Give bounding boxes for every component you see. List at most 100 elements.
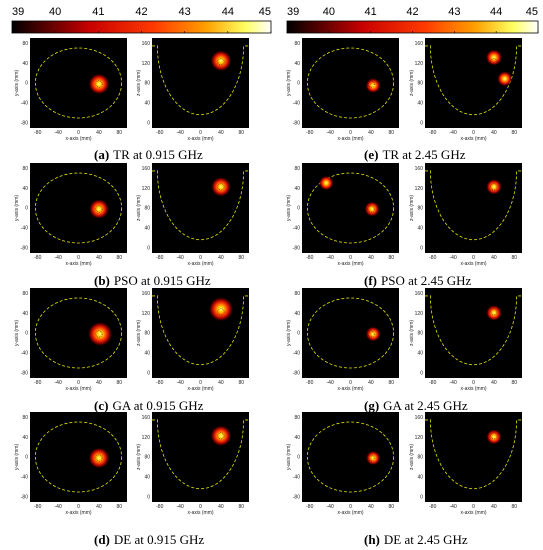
y-tick-label: -80 (21, 245, 28, 251)
y-tick-label: 80 (294, 166, 300, 172)
x-tick-label: 80 (511, 504, 517, 510)
y-tick-label: 40 (22, 311, 28, 317)
colorbar-right-tick-label: 40 (323, 6, 335, 18)
x-tick-label: 0 (349, 255, 352, 261)
xy-plot-background (302, 163, 399, 253)
y-axis-label: y-axis (mm) (286, 70, 292, 96)
y-axis-label: z-axis (mm) (136, 70, 142, 96)
phantom-boundary-xy (306, 47, 395, 119)
colorbar-left-ticks: 39 40 41 42 43 44 45 (11, 6, 272, 33)
x-tick-label: -80 (429, 380, 436, 386)
x-tick-label: 0 (472, 504, 475, 510)
y-tick-label: 160 (415, 166, 424, 172)
x-tick-label: -80 (429, 130, 436, 136)
y-tick-label: 160 (142, 415, 151, 421)
y-tick-label: 0 (25, 81, 28, 87)
x-tick-label: 0 (199, 255, 202, 261)
x-tick-label: 40 (218, 130, 224, 136)
target-marker (490, 432, 498, 440)
panel-letter: (a) (94, 147, 109, 162)
x-tick-label: 0 (349, 504, 352, 510)
xy-plot: -80 -40 0 40 80 80 40 0 -40 -80 x-axis (mm) y-axis … (14, 38, 127, 142)
xz-plot-background (425, 163, 522, 253)
x-tick-label: -80 (34, 255, 41, 261)
x-tick-label: 40 (368, 255, 374, 261)
x-tick-label: 40 (368, 130, 374, 136)
x-tick-label: -80 (156, 130, 163, 136)
y-axis-label: z-axis (mm) (136, 195, 142, 221)
y-tick-label: 80 (22, 41, 28, 47)
colorbar-left-tick-label: 43 (179, 6, 191, 18)
phantom-boundary-xy (306, 297, 395, 369)
y-tick-label: 0 (147, 494, 150, 500)
x-tick-label: 40 (368, 504, 374, 510)
y-tick-label: 80 (294, 415, 300, 421)
y-tick-label: 40 (144, 351, 150, 357)
xz-plot-background (152, 288, 249, 378)
x-tick-label: 80 (238, 130, 244, 136)
y-tick-label: 80 (144, 455, 150, 461)
x-tick-label: -80 (306, 380, 313, 386)
y-tick-label: 80 (144, 331, 150, 337)
y-tick-label: 40 (294, 435, 300, 441)
panel-c: -80 -40 0 40 80 80 40 0 -40 -80 x-axis (mm) y-axis … (14, 288, 250, 413)
phantom-boundary-xy (34, 47, 123, 119)
x-tick-label: -40 (450, 380, 457, 386)
target-marker (490, 58, 498, 66)
colorbar-right-tick-label: 41 (365, 6, 377, 18)
xy-plot: -80 -40 0 40 80 80 40 0 -40 -80 x-axis (mm) y-axis … (286, 163, 399, 267)
x-tick-label: 0 (77, 130, 80, 136)
panel-caption-text: PSO at 2.45 GHz (381, 273, 472, 288)
x-tick-label: 40 (491, 130, 497, 136)
panel-caption-text: TR at 0.915 GHz (113, 147, 203, 162)
x-tick-label: 80 (238, 504, 244, 510)
panels: -80 -40 0 40 80 80 40 0 -40 -80 x-axis (mm) y-axis … (14, 38, 523, 547)
y-tick-label: 0 (297, 206, 300, 212)
x-tick-label: -40 (55, 130, 62, 136)
x-tick-label: -80 (34, 380, 41, 386)
x-tick-label: 40 (96, 130, 102, 136)
focus-spot (318, 175, 334, 191)
x-tick-label: 80 (116, 130, 122, 136)
y-tick-label: 80 (22, 166, 28, 172)
y-tick-label: 0 (147, 370, 150, 376)
panel-letter: (d) (94, 532, 110, 547)
y-tick-label: -80 (21, 370, 28, 376)
colorbar-left-tick-label: 39 (12, 6, 24, 18)
x-axis-label: x-axis (mm) (460, 261, 486, 267)
y-tick-label: 40 (144, 475, 150, 481)
x-axis-label: x-axis (mm) (460, 510, 486, 516)
y-tick-label: 120 (142, 61, 151, 67)
y-axis-label: y-axis (mm) (286, 320, 292, 346)
y-tick-label: 40 (417, 101, 423, 107)
focus-spot (210, 50, 232, 72)
x-tick-label: 40 (491, 504, 497, 510)
x-tick-label: -40 (177, 380, 184, 386)
colorbar-left-tick-label: 42 (135, 6, 147, 18)
panel-caption: (f) PSO at 2.45 GHz (364, 273, 472, 288)
y-tick-label: 120 (415, 435, 424, 441)
x-tick-label: 0 (77, 255, 80, 261)
panel-b: -80 -40 0 40 80 80 40 0 -40 -80 x-axis (mm) y-axis … (14, 163, 250, 288)
y-tick-label: 120 (142, 311, 151, 317)
target-marker (367, 205, 375, 213)
y-axis-label: z-axis (mm) (409, 320, 415, 346)
x-axis-label: x-axis (mm) (187, 136, 213, 142)
phantom-boundary-xy (34, 172, 123, 244)
y-tick-label: 40 (294, 61, 300, 67)
x-tick-label: 0 (199, 380, 202, 386)
x-tick-label: 0 (472, 380, 475, 386)
panel-caption: (e) TR at 2.45 GHz (364, 147, 466, 162)
y-tick-label: 80 (294, 41, 300, 47)
panel-caption: (g) GA at 2.45 GHz (364, 398, 468, 413)
panel-f: -80 -40 0 40 80 80 40 0 -40 -80 x-axis (mm) y-axis … (286, 163, 523, 288)
x-tick-label: 80 (388, 255, 394, 261)
focus-spot (87, 321, 113, 347)
phantom-boundary-xz (425, 418, 523, 490)
x-axis-label: x-axis (mm) (337, 510, 363, 516)
y-axis-label: y-axis (mm) (286, 195, 292, 221)
x-tick-label: 80 (511, 255, 517, 261)
panel-letter: (b) (94, 273, 110, 288)
y-tick-label: 0 (297, 455, 300, 461)
